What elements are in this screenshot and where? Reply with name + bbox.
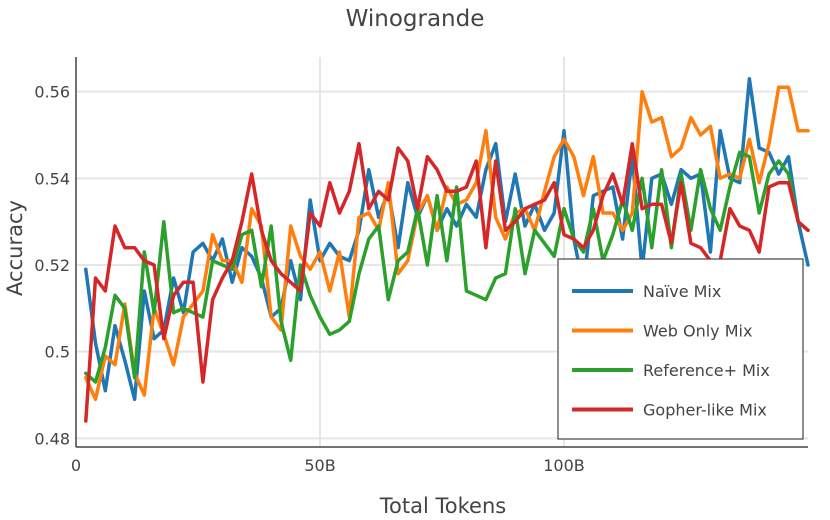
x-tick-label: 100B [543, 456, 585, 475]
series-line-na-ve-mix [84, 76, 810, 402]
y-tick-label: 0.5 [45, 343, 70, 362]
y-axis-title: Accuracy [3, 200, 27, 296]
y-tick-label: 0.56 [34, 83, 70, 102]
y-tick-label: 0.52 [34, 256, 70, 275]
legend: Naïve Mix Web Only Mix Reference+ Mix Gophe… [557, 258, 804, 440]
x-tick-label: 0 [71, 456, 81, 475]
tick-labels: 0 50B 100B 0.48 0.5 0.52 0.54 0.56 [34, 83, 584, 475]
legend-label: Web Only Mix [643, 322, 752, 341]
legend-label: Naïve Mix [643, 282, 721, 301]
series-line-web-only-mix [84, 85, 810, 402]
legend-label: Reference+ Mix [643, 361, 770, 380]
x-tick-label: 50B [304, 456, 335, 475]
axes [75, 57, 808, 448]
y-tick-label: 0.48 [34, 429, 70, 448]
y-tick-label: 0.54 [34, 169, 70, 188]
chart-title: Winogrande [346, 6, 485, 32]
legend-label: Gopher-like Mix [643, 401, 767, 420]
series-lines [84, 76, 810, 423]
series-line-gopher-like-mix [84, 141, 810, 423]
x-axis-title: Total Tokens [379, 494, 506, 518]
series-line-reference-mix [84, 150, 810, 384]
